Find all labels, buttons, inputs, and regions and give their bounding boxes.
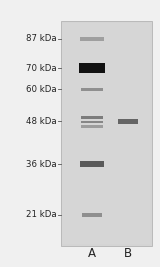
- FancyBboxPatch shape: [118, 119, 138, 124]
- Text: 36 kDa: 36 kDa: [26, 160, 57, 169]
- Text: B: B: [124, 247, 132, 260]
- FancyBboxPatch shape: [81, 125, 103, 128]
- Text: 21 kDa: 21 kDa: [26, 210, 57, 219]
- Text: 60 kDa: 60 kDa: [26, 85, 57, 94]
- FancyBboxPatch shape: [61, 21, 152, 246]
- FancyBboxPatch shape: [62, 23, 150, 244]
- FancyBboxPatch shape: [80, 161, 104, 167]
- FancyBboxPatch shape: [81, 116, 103, 119]
- Text: 87 kDa: 87 kDa: [26, 34, 57, 43]
- Text: 48 kDa: 48 kDa: [26, 117, 57, 126]
- FancyBboxPatch shape: [79, 63, 105, 73]
- FancyBboxPatch shape: [80, 37, 104, 41]
- Text: 70 kDa: 70 kDa: [26, 64, 57, 73]
- FancyBboxPatch shape: [82, 213, 102, 217]
- Text: A: A: [88, 247, 96, 260]
- FancyBboxPatch shape: [81, 120, 103, 123]
- FancyBboxPatch shape: [81, 88, 103, 91]
